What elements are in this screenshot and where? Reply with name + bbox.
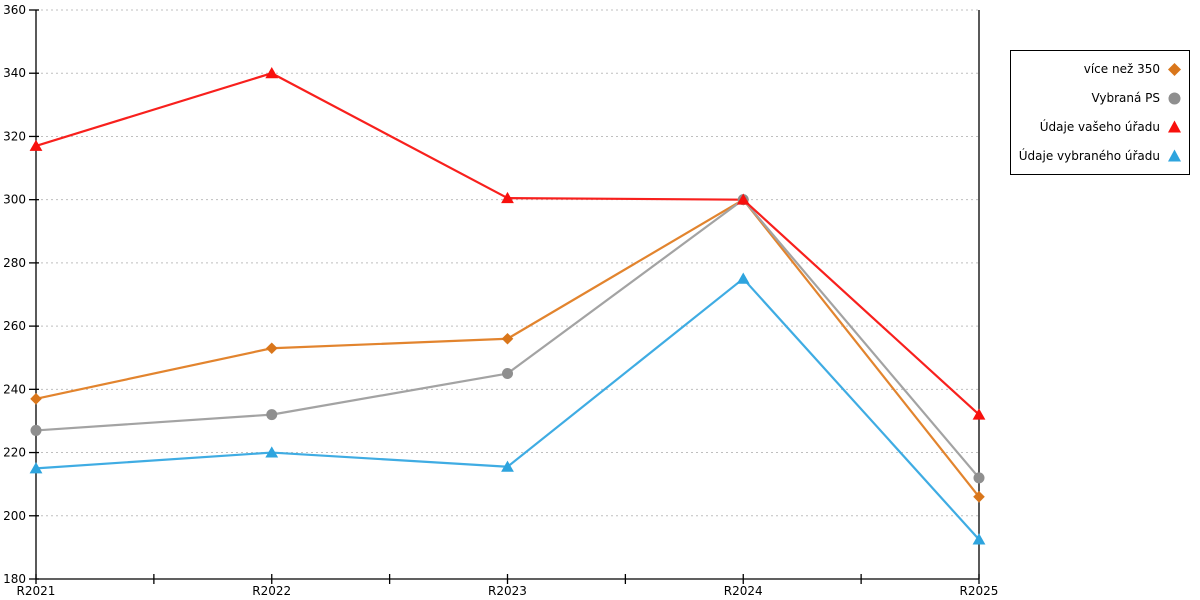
x-axis-tick-label: R2023 [488,584,527,598]
data-point-marker [501,460,514,472]
data-point-marker [265,342,278,355]
x-axis-tick-label: R2022 [252,584,291,598]
data-point-marker [29,139,43,151]
data-point-marker [265,67,279,79]
data-point-marker [972,408,986,420]
data-point-marker [736,272,750,284]
x-axis-tick-label: R2025 [960,584,999,598]
data-point-marker [29,462,43,474]
series-line [35,72,980,416]
y-axis-tick-label: 360 [3,3,26,17]
y-axis-tick-label: 300 [3,193,26,207]
data-point-marker [973,491,985,503]
y-axis-tick-label: 340 [3,66,26,80]
legend-item: Údaje vašeho úřadu [1018,119,1182,134]
legend-item-label: Vybraná PS [1091,91,1160,106]
data-point-marker [30,393,42,405]
y-axis-tick-label: 220 [3,446,26,460]
legend: více než 350 Vybraná PS Údaje vašeho úřadu… [1010,50,1190,175]
legend-item: více než 350 [1018,62,1182,77]
data-point-marker [265,446,279,458]
y-axis-tick-label: 200 [3,509,26,523]
data-point-marker [973,472,985,484]
legend-item-label: Údaje vašeho úřadu [1039,119,1160,134]
y-axis-tick-label: 280 [3,256,26,270]
legend-marker-triangle-icon [1168,149,1181,162]
data-point-marker [501,332,514,345]
legend-item: Vybraná PS [1018,91,1182,106]
data-point-marker [736,193,750,205]
x-axis-tick-label: R2024 [724,584,763,598]
legend-marker-diamond-icon [1168,62,1181,76]
x-axis-tick-label: R2021 [17,584,56,598]
data-point-marker [266,409,278,421]
legend-item-label: Údaje vybraného úřadu [1018,148,1160,163]
y-axis-tick-label: 240 [3,382,26,396]
data-point-marker [30,424,42,436]
y-axis-tick-label: 260 [3,319,26,333]
legend-marker-circle-icon [1168,92,1181,105]
data-point-marker [502,368,513,380]
y-axis-tick-label: 180 [3,572,26,586]
data-point-marker [972,533,986,545]
data-point-marker [501,191,514,204]
legend-marker-triangle-icon [1168,120,1181,133]
y-axis-tick-label: 320 [3,129,26,143]
legend-item: Údaje vybraného úřadu [1018,148,1182,163]
legend-item-label: více než 350 [1083,62,1160,77]
